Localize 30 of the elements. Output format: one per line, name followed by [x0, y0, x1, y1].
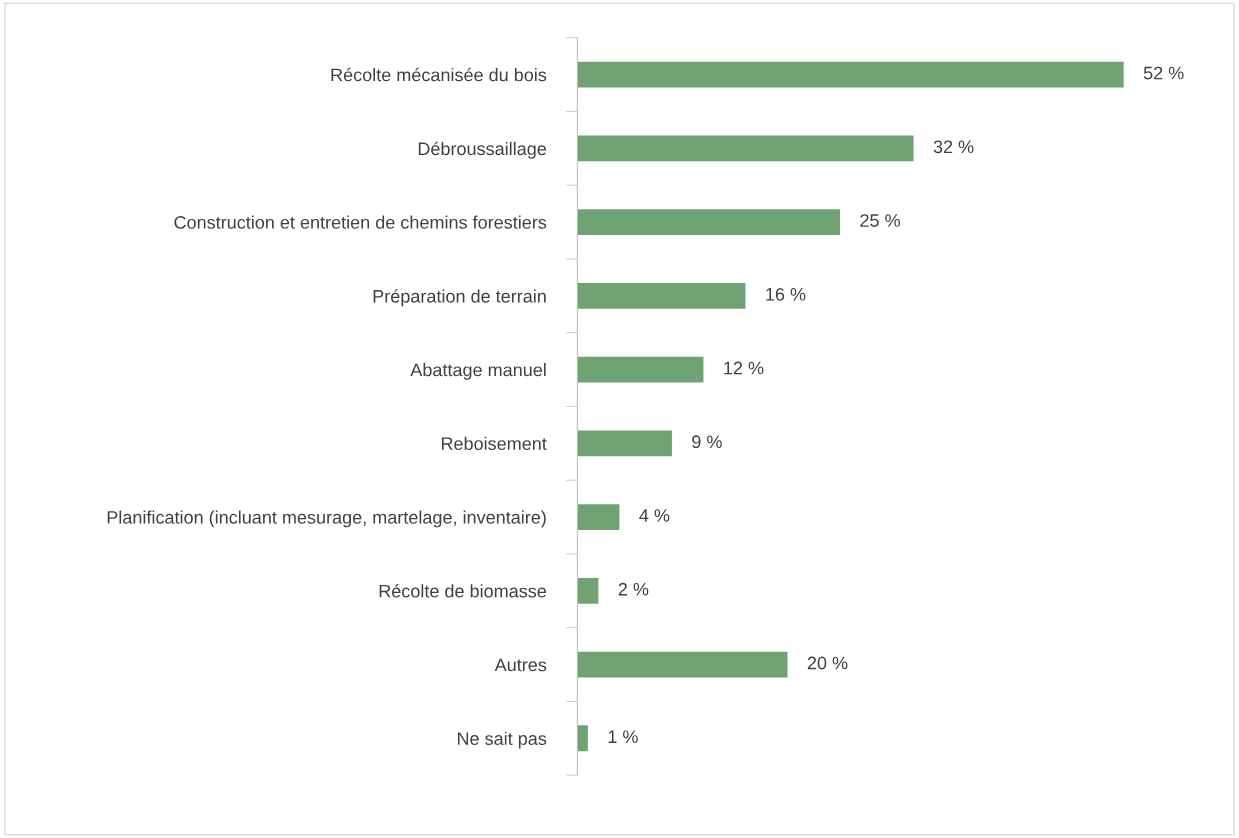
- y-tick-label: Récolte mécanisée du bois: [331, 67, 547, 82]
- bar: [577, 356, 704, 383]
- y-tick-label: Construction et entretien de chemins forestiers: [174, 215, 547, 229]
- y-tick-label: Planification (incluant mesurage, martelage, inventaire): [107, 510, 546, 528]
- bar: [577, 209, 841, 235]
- y-tick-label: Ne sait pas: [457, 731, 547, 749]
- y-tick-label: Préparation de terrain: [373, 289, 546, 307]
- bar: [577, 282, 746, 309]
- y-tick-label: Récolte de biomasse: [379, 584, 547, 598]
- data-label: 9 %: [692, 435, 722, 449]
- bar: [577, 135, 914, 162]
- y-tick-label: Autres: [494, 658, 547, 672]
- data-label: 4 %: [639, 509, 670, 522]
- data-label: 20 %: [807, 656, 848, 670]
- bar: [577, 430, 672, 457]
- y-tick-label: Reboisement: [441, 436, 547, 451]
- data-label: 1 %: [608, 730, 638, 744]
- bar: [577, 651, 788, 678]
- data-label: 52 %: [1143, 66, 1184, 80]
- data-label: 16 %: [766, 287, 806, 301]
- data-label: 12 %: [724, 361, 764, 375]
- bar: [577, 61, 1124, 88]
- bar: [577, 725, 588, 752]
- y-tick-label: Débroussaillage: [418, 141, 547, 159]
- bar: [577, 577, 599, 604]
- data-label: 25 %: [860, 214, 900, 227]
- data-label: 32 %: [933, 140, 974, 154]
- bar: [577, 504, 620, 530]
- data-label: 2 %: [618, 582, 649, 596]
- y-tick-label: Abattage manuel: [410, 363, 546, 380]
